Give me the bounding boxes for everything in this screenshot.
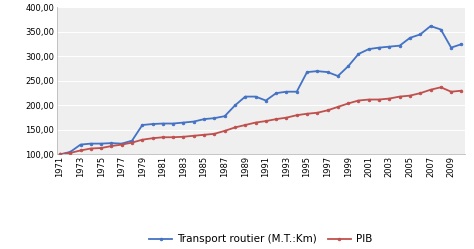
Transport routier (M.T.:Km)	[170, 122, 176, 125]
Line: PIB: PIB	[59, 86, 463, 156]
PIB	[139, 138, 145, 141]
PIB	[325, 109, 330, 112]
Transport routier (M.T.:Km)	[109, 142, 114, 145]
Line: Transport routier (M.T.:Km): Transport routier (M.T.:Km)	[59, 25, 463, 156]
Transport routier (M.T.:Km)	[57, 153, 63, 156]
Legend: Transport routier (M.T.:Km), PIB: Transport routier (M.T.:Km), PIB	[145, 230, 376, 249]
Transport routier (M.T.:Km)	[263, 99, 269, 102]
PIB	[222, 129, 228, 132]
Transport routier (M.T.:Km)	[407, 36, 413, 39]
PIB	[160, 136, 166, 139]
PIB	[67, 151, 73, 154]
PIB	[242, 124, 248, 126]
PIB	[346, 102, 351, 105]
Transport routier (M.T.:Km)	[67, 150, 73, 153]
Transport routier (M.T.:Km)	[314, 70, 320, 73]
Transport routier (M.T.:Km)	[418, 33, 423, 36]
Transport routier (M.T.:Km)	[129, 139, 135, 142]
PIB	[119, 143, 125, 146]
PIB	[150, 137, 155, 140]
Transport routier (M.T.:Km)	[273, 92, 279, 95]
Transport routier (M.T.:Km)	[191, 120, 197, 123]
Transport routier (M.T.:Km)	[386, 45, 392, 48]
Transport routier (M.T.:Km)	[346, 65, 351, 68]
Transport routier (M.T.:Km)	[98, 142, 104, 145]
PIB	[273, 118, 279, 121]
PIB	[294, 114, 300, 117]
PIB	[98, 146, 104, 149]
PIB	[57, 153, 63, 156]
PIB	[428, 88, 433, 91]
Transport routier (M.T.:Km)	[458, 43, 464, 46]
Transport routier (M.T.:Km)	[376, 46, 382, 49]
Transport routier (M.T.:Km)	[448, 46, 454, 49]
PIB	[397, 95, 402, 98]
PIB	[376, 98, 382, 101]
Transport routier (M.T.:Km)	[150, 123, 155, 125]
PIB	[109, 145, 114, 148]
PIB	[458, 89, 464, 92]
PIB	[304, 112, 310, 115]
Transport routier (M.T.:Km)	[397, 44, 402, 47]
Transport routier (M.T.:Km)	[253, 95, 258, 98]
PIB	[438, 86, 444, 89]
Transport routier (M.T.:Km)	[356, 53, 361, 56]
PIB	[386, 97, 392, 100]
PIB	[263, 120, 269, 123]
Transport routier (M.T.:Km)	[222, 115, 228, 118]
Transport routier (M.T.:Km)	[232, 104, 238, 107]
PIB	[170, 136, 176, 139]
PIB	[191, 134, 197, 137]
Transport routier (M.T.:Km)	[294, 90, 300, 93]
PIB	[448, 90, 454, 93]
PIB	[407, 94, 413, 97]
PIB	[181, 135, 186, 138]
Transport routier (M.T.:Km)	[181, 121, 186, 124]
PIB	[366, 98, 372, 101]
Transport routier (M.T.:Km)	[160, 122, 166, 125]
Transport routier (M.T.:Km)	[366, 48, 372, 51]
PIB	[78, 149, 83, 152]
PIB	[356, 99, 361, 102]
PIB	[253, 121, 258, 124]
PIB	[335, 105, 341, 108]
PIB	[88, 147, 94, 150]
Transport routier (M.T.:Km)	[283, 90, 289, 93]
PIB	[418, 92, 423, 95]
Transport routier (M.T.:Km)	[88, 142, 94, 145]
Transport routier (M.T.:Km)	[201, 118, 207, 121]
Transport routier (M.T.:Km)	[428, 25, 433, 28]
PIB	[201, 133, 207, 136]
PIB	[232, 126, 238, 129]
Transport routier (M.T.:Km)	[211, 117, 217, 120]
Transport routier (M.T.:Km)	[242, 95, 248, 98]
PIB	[314, 111, 320, 114]
Transport routier (M.T.:Km)	[335, 74, 341, 77]
Transport routier (M.T.:Km)	[139, 124, 145, 126]
Transport routier (M.T.:Km)	[119, 142, 125, 145]
PIB	[211, 132, 217, 135]
PIB	[283, 116, 289, 119]
Transport routier (M.T.:Km)	[325, 71, 330, 74]
Transport routier (M.T.:Km)	[438, 28, 444, 31]
Transport routier (M.T.:Km)	[304, 71, 310, 74]
PIB	[129, 141, 135, 144]
Transport routier (M.T.:Km)	[78, 143, 83, 146]
